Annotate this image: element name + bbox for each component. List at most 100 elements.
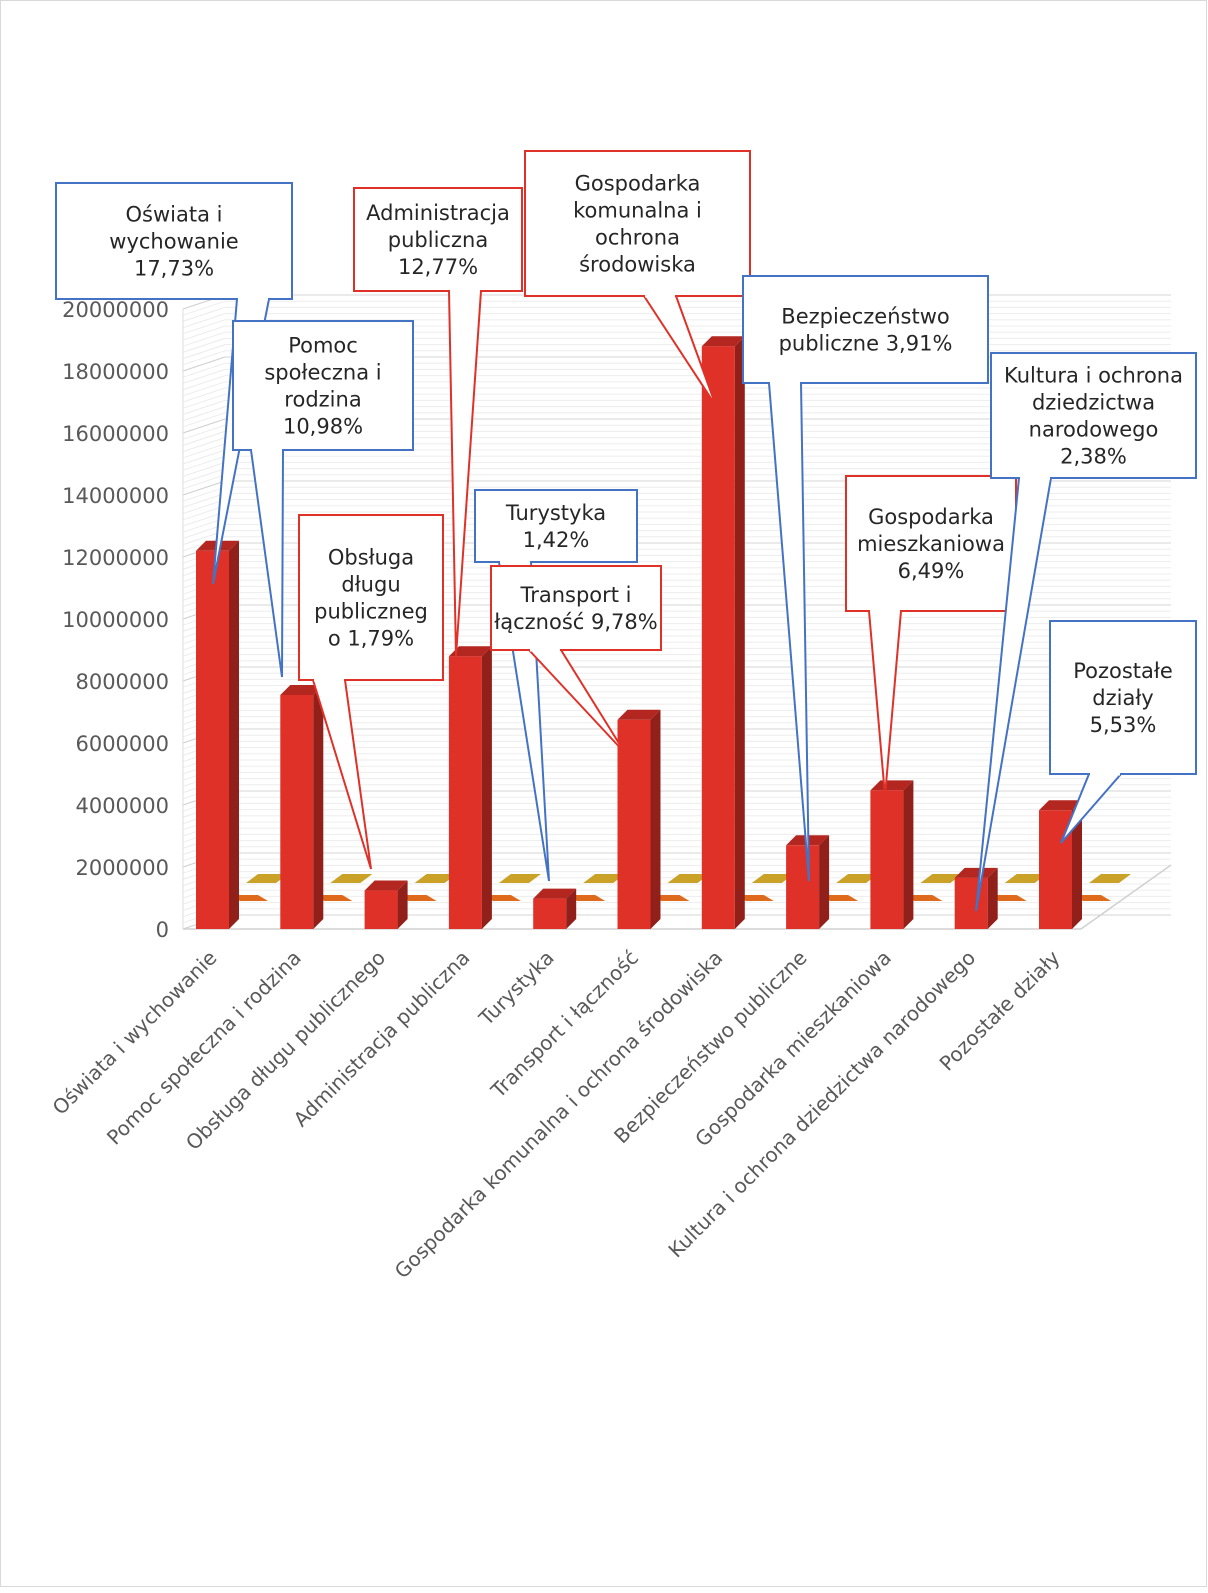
series-2-marker (1089, 874, 1131, 883)
callout-label: Kultura i ochrona (1004, 364, 1183, 388)
gridline-side (182, 443, 226, 459)
callout: Bezpieczeństwo publiczne 3,91% (742, 275, 989, 882)
callout-box (490, 565, 662, 651)
callout-label: łączność 9,78% (494, 610, 657, 634)
bar (533, 888, 577, 929)
series-3-marker (820, 895, 859, 901)
y-tick-label: 8000000 (75, 670, 169, 694)
bar (196, 540, 239, 929)
callout-pointer (447, 290, 483, 657)
callout-label: 5,53% (1090, 713, 1157, 737)
callout-label: wychowanie (109, 230, 238, 254)
gridline-side (182, 319, 226, 335)
gridline-side (182, 331, 226, 347)
callout-box (353, 187, 523, 292)
gridline-side (182, 424, 226, 440)
x-tick-label: Kultura i ochrona dziedzictwa narodowego (663, 946, 980, 1263)
callout-label: mieszkaniowa (857, 532, 1005, 556)
callout-label: Administracja (366, 201, 510, 225)
callout: Transport i łączność 9,78% (490, 565, 662, 754)
series-3-marker (1073, 895, 1111, 901)
gridline-side (182, 480, 226, 496)
bar-side (229, 540, 239, 929)
callout-label: Gospodarka (575, 172, 701, 196)
callout-label: Pomoc (288, 334, 358, 358)
floor-right-edge (1080, 864, 1172, 930)
callout: Kultura i ochrona dziedzictwa narodowego 2,… (975, 352, 1197, 912)
callout-label: Turystyka (505, 501, 606, 525)
gridline-side (182, 337, 226, 353)
callout-label: Obsługa (328, 546, 414, 570)
y-tick-label: 2000000 (75, 856, 169, 880)
callout-label: dziedzictwa (1032, 391, 1155, 415)
gridline-side (182, 406, 226, 422)
y-tick-label: 14000000 (62, 484, 169, 508)
bar (280, 684, 324, 929)
bar-front (280, 694, 314, 929)
callout-label: ochrona (595, 226, 680, 250)
callout-label: 6,49% (898, 559, 965, 583)
gridline-side (182, 350, 226, 366)
gridline-side (182, 474, 226, 490)
gridline-side (182, 387, 226, 403)
bar-front (701, 346, 735, 929)
gridline-side (182, 437, 226, 453)
gridline-side (182, 499, 226, 515)
bar-top (701, 336, 745, 347)
callout-box (742, 275, 989, 384)
callout-label: środowiska (579, 253, 696, 277)
series-3-marker (398, 895, 437, 901)
bar-front (870, 790, 904, 929)
series-2-marker (667, 874, 710, 883)
callout-pointer (526, 649, 626, 754)
gridline-side (182, 325, 226, 341)
x-tick-label: Oświata i wychowanie (48, 946, 222, 1120)
callout-label: Oświata i (126, 203, 223, 227)
bar-top (617, 709, 661, 720)
series-2-marker (246, 874, 288, 883)
series-2-marker (836, 874, 879, 883)
callout-box (524, 150, 751, 297)
callout-label: społeczna i (264, 361, 381, 385)
callout: Administracja publiczna 12,77% (353, 187, 523, 657)
bar-side (481, 646, 492, 929)
x-tick-label: Transport i łączność (485, 946, 643, 1104)
callout: Obsługa długu publiczneg o 1,79% (298, 514, 444, 870)
bar-side (1072, 800, 1082, 929)
y-tick-label: 0 (156, 918, 169, 942)
gridline-side (182, 455, 226, 471)
bar-top (364, 880, 408, 891)
bar-front (533, 898, 567, 929)
callout-label: rodzina (284, 388, 361, 412)
callout-label: publiczna (388, 228, 488, 252)
bar-front (954, 877, 988, 929)
gridline-side (182, 505, 226, 521)
callout-pointer (867, 610, 903, 797)
bar-top (448, 646, 492, 657)
callout-label: komunalna i (573, 199, 702, 223)
callout-label: Transport i (519, 583, 631, 607)
bar-side (313, 684, 324, 929)
x-tick-label: Turystyka (474, 946, 559, 1031)
series-3-marker (230, 895, 268, 901)
callout-box (232, 320, 414, 451)
bar-side (734, 336, 745, 929)
callout-label: Pozostałe (1073, 659, 1173, 683)
gridline-side (182, 418, 226, 434)
bar-front (786, 845, 820, 929)
callout-box (474, 489, 638, 563)
bar-front (196, 550, 229, 929)
bar-front (448, 656, 482, 929)
gridline-side (182, 393, 226, 409)
bar (701, 336, 745, 929)
callout-label: o 1,79% (328, 627, 414, 651)
callout-box (1049, 620, 1197, 775)
series-3-marker (904, 895, 943, 901)
series-3-marker (735, 895, 774, 901)
callout-label: długu (341, 573, 400, 597)
callout-box (990, 352, 1197, 479)
callout-label: 17,73% (134, 257, 214, 281)
